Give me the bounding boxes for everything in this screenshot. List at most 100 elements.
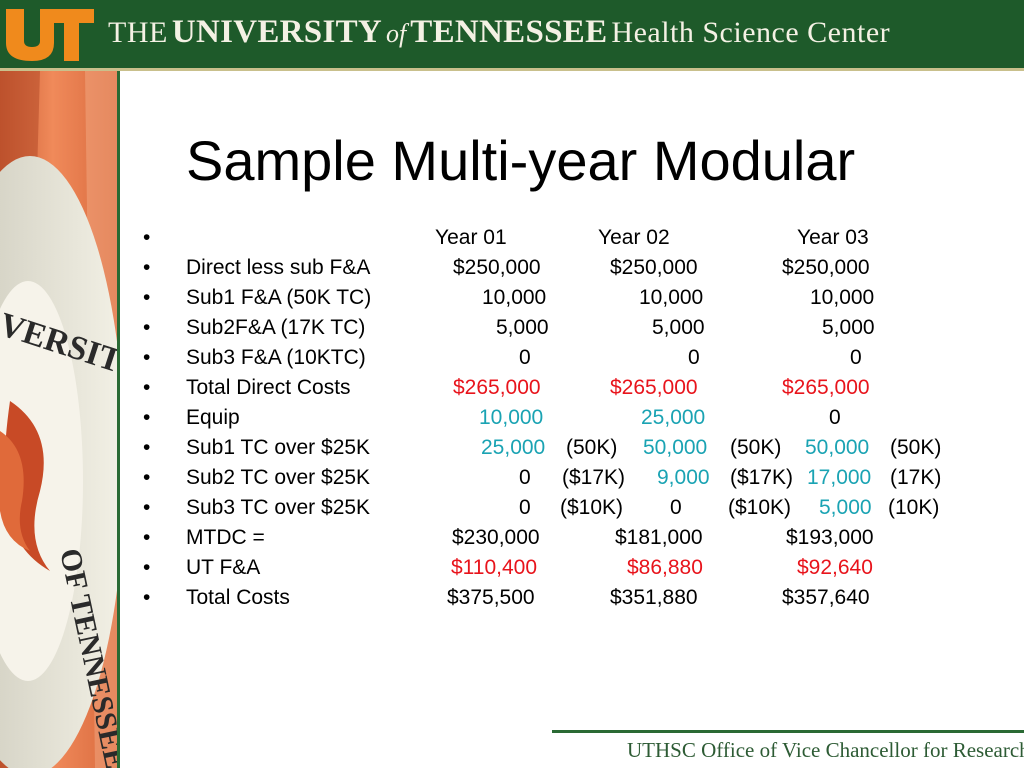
year-02-value: 25,000 [641, 406, 706, 429]
year-01-value: $250,000 [453, 256, 541, 279]
year-03-note: (10K) [888, 496, 940, 519]
year-03-value: 17,000 [807, 466, 872, 489]
bullet: • [143, 556, 151, 579]
year-03-header: Year 03 [797, 226, 869, 249]
year-02-note: ($10K) [728, 496, 792, 519]
year-01-value: $110,400 [451, 556, 538, 579]
header-row: • Year 01 Year 02 Year 03 [0, 226, 1024, 256]
row-label: Total Direct Costs [186, 376, 351, 399]
year-01-value: 10,000 [479, 406, 544, 429]
bullet: • [143, 436, 151, 459]
year-02-value: 0 [670, 496, 682, 519]
row-label: Sub1 F&A (50K TC) [186, 286, 372, 309]
table-row: • Sub1 F&A (50K TC) 10,000 10,000 10,000 [0, 286, 1024, 316]
year-02-value: $250,000 [610, 256, 698, 279]
year-01-value: 25,000 [481, 436, 546, 459]
year-03-value: $193,000 [786, 526, 874, 549]
hsc-words: Health Science Center [611, 16, 891, 49]
bullet: • [143, 316, 151, 339]
footer-text: UTHSC Office of Vice Chancellor for Rese… [627, 738, 1024, 762]
row-label: Total Costs [186, 586, 290, 609]
slide-title: Sample Multi-year Modular [186, 129, 856, 192]
bullet: • [143, 376, 151, 399]
of-word: of [386, 19, 407, 48]
row-label: Sub3 TC over $25K [186, 496, 371, 519]
year-02-value: $265,000 [610, 376, 698, 399]
table-row: • Total Direct Costs $265,000 $265,000 $… [0, 376, 1024, 406]
bullet: • [143, 586, 151, 609]
row-label: MTDC = [186, 526, 265, 549]
year-01-value: 10,000 [482, 286, 547, 309]
year-03-value: $357,640 [782, 586, 870, 609]
bullet: • [143, 286, 151, 309]
bullet: • [143, 496, 151, 519]
year-03-value: 0 [850, 346, 862, 369]
table-row: • Sub2F&A (17K TC) 5,000 5,000 5,000 [0, 316, 1024, 346]
year-01-value: $375,500 [447, 586, 535, 609]
bullet: • [143, 526, 151, 549]
bullet: • [143, 346, 151, 369]
year-01-header: Year 01 [435, 226, 507, 249]
year-01-value: 5,000 [496, 316, 549, 339]
bullet: • [143, 406, 151, 429]
table-row: • MTDC = $230,000 $181,000 $193,000 [0, 526, 1024, 556]
year-03-value: 50,000 [805, 436, 870, 459]
year-01-value: $265,000 [453, 376, 541, 399]
flag-image: VERSITY OF TENNESSEE [0, 71, 117, 768]
bullet: • [143, 256, 151, 279]
row-label: Sub2F&A (17K TC) [186, 316, 366, 339]
year-01-note: ($10K) [560, 496, 624, 519]
year-02-value: $181,000 [615, 526, 703, 549]
year-01-value: 0 [519, 346, 531, 369]
table-row: • Sub3 TC over $25K 0 ($10K) 0 ($10K) 5,… [0, 496, 1024, 526]
year-03-value: 5,000 [819, 496, 872, 519]
sidebar-rule [117, 71, 120, 768]
year-02-note: ($17K) [730, 466, 794, 489]
year-03-value: $92,640 [797, 556, 873, 579]
year-01-value: $230,000 [452, 526, 540, 549]
header-banner: UT THE UNIVERSITY of TENNESSEE Health Sc… [0, 0, 1024, 68]
table-row: • UT F&A $110,400 $86,880 $92,640 [0, 556, 1024, 586]
row-label: Equip [186, 406, 240, 429]
year-03-value: $265,000 [782, 376, 870, 399]
institution-name: THE UNIVERSITY of TENNESSEE Health Scien… [108, 14, 890, 51]
row-label: Sub2 TC over $25K [186, 466, 371, 489]
tennessee-word: TENNESSEE [410, 14, 608, 50]
year-03-note: (50K) [890, 436, 942, 459]
year-01-note: (50K) [566, 436, 618, 459]
row-label: Direct less sub F&A [186, 256, 371, 279]
table-row: • Direct less sub F&A $250,000 $250,000 … [0, 256, 1024, 286]
ut-logo: UT [6, 9, 94, 61]
year-03-value: 5,000 [822, 316, 875, 339]
bullet: • [143, 226, 151, 249]
row-label: Sub3 F&A (10KTC) [186, 346, 366, 369]
year-01-value: 0 [519, 466, 531, 489]
year-02-value: 0 [688, 346, 700, 369]
year-02-header: Year 02 [598, 226, 670, 249]
table-row: • Sub2 TC over $25K 0 ($17K) 9,000 ($17K… [0, 466, 1024, 496]
year-02-value: 9,000 [657, 466, 710, 489]
year-02-value: 50,000 [643, 436, 708, 459]
row-label: UT F&A [186, 556, 261, 579]
year-01-note: ($17K) [562, 466, 626, 489]
row-label: Sub1 TC over $25K [186, 436, 371, 459]
year-02-value: 10,000 [639, 286, 704, 309]
year-02-note: (50K) [730, 436, 782, 459]
year-02-value: $86,880 [627, 556, 703, 579]
header-rule [0, 68, 1024, 71]
year-02-value: 5,000 [652, 316, 705, 339]
year-03-value: 10,000 [810, 286, 875, 309]
the-word: THE [108, 16, 168, 49]
table-row: • Equip 10,000 25,000 0 [0, 406, 1024, 436]
year-03-value: $250,000 [782, 256, 870, 279]
footer-rule [552, 730, 1024, 733]
table-row: • Sub3 F&A (10KTC) 0 0 0 [0, 346, 1024, 376]
year-03-note: (17K) [890, 466, 942, 489]
table-row: • Total Costs $375,500 $351,880 $357,640 [0, 586, 1024, 616]
year-03-value: 0 [829, 406, 841, 429]
year-02-value: $351,880 [610, 586, 698, 609]
bullet: • [143, 466, 151, 489]
university-word: UNIVERSITY [171, 14, 383, 50]
table-row: • Sub1 TC over $25K 25,000 (50K) 50,000 … [0, 436, 1024, 466]
year-01-value: 0 [519, 496, 531, 519]
